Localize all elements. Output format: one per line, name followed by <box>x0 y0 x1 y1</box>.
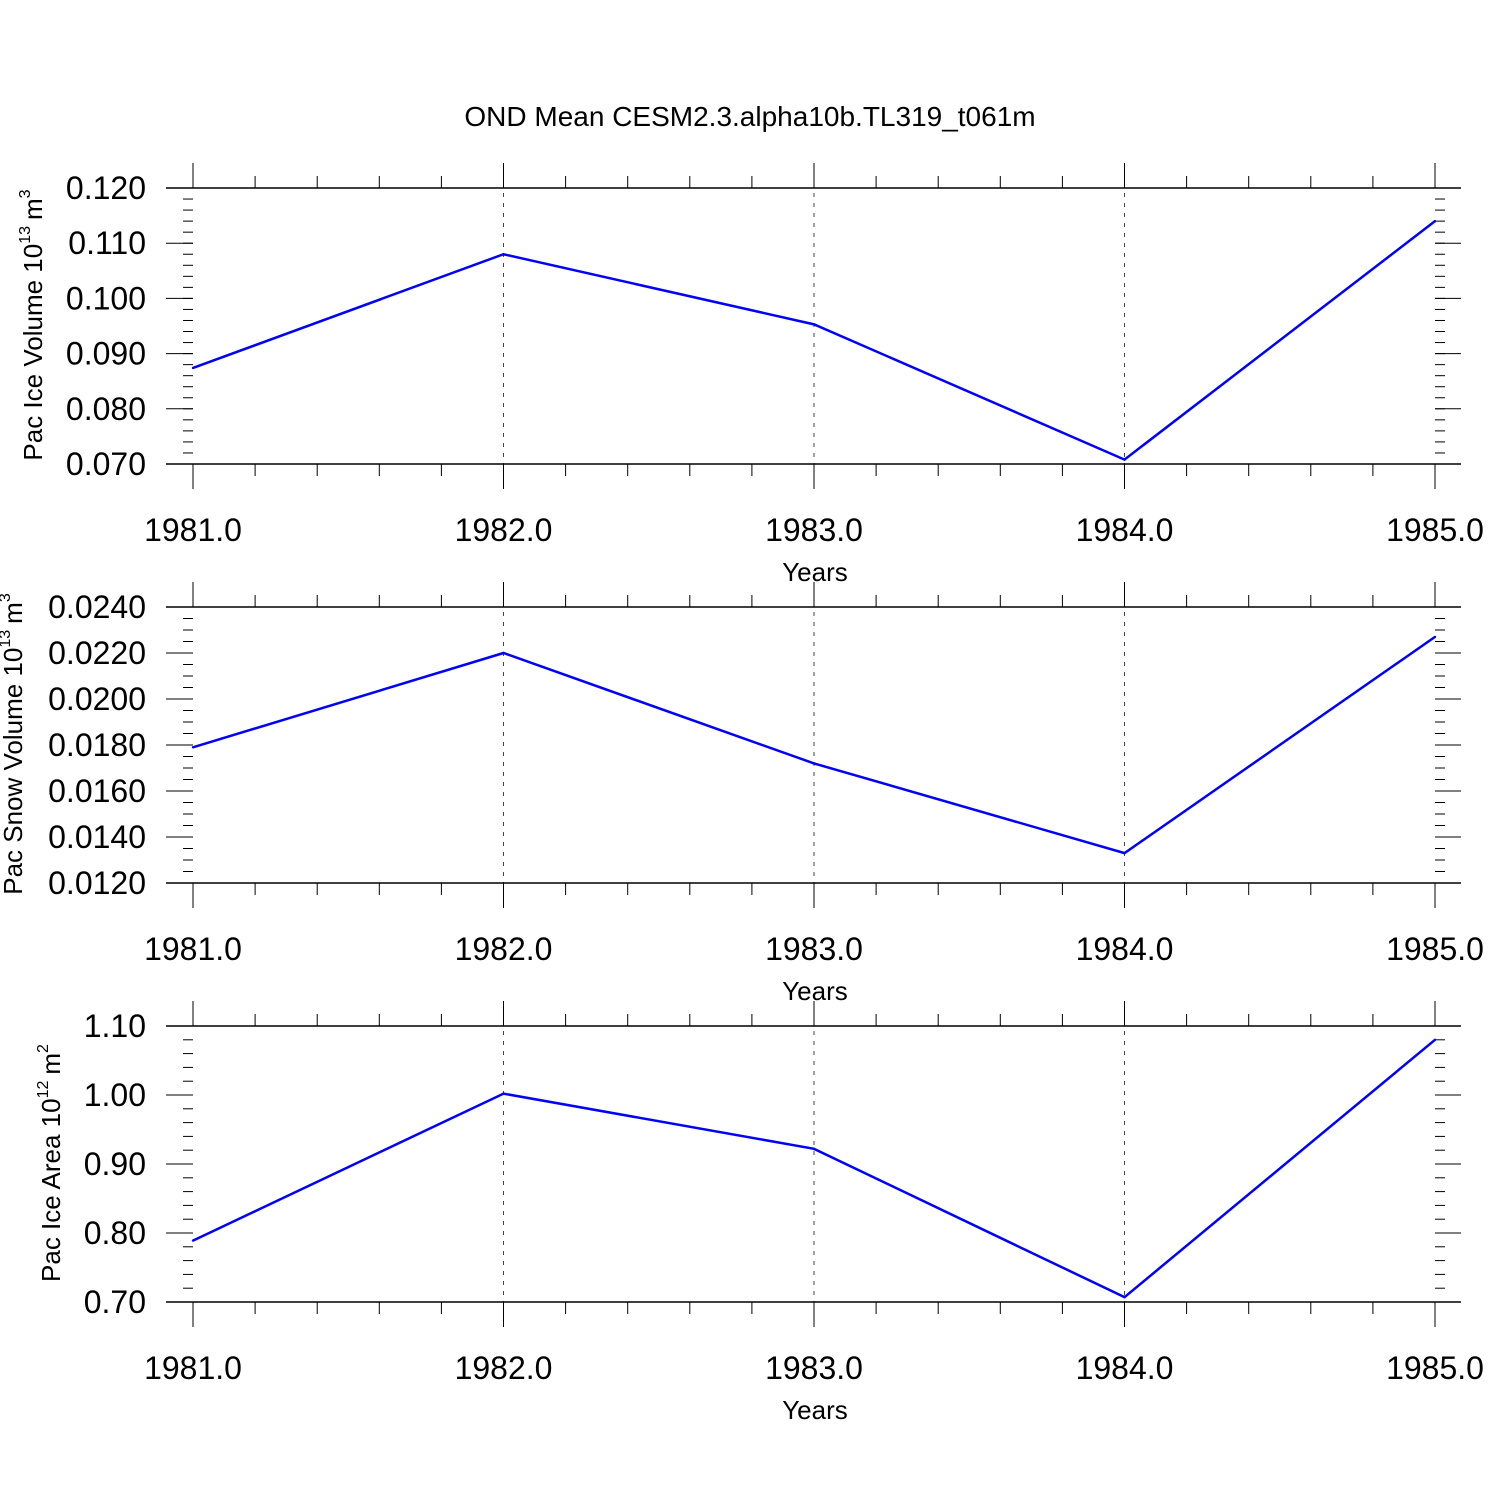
y-tick-label: 0.070 <box>66 446 146 482</box>
x-tick-label: 1982.0 <box>455 1350 553 1386</box>
figure-title: OND Mean CESM2.3.alpha10b.TL319_t061m <box>464 101 1035 132</box>
y-axis-label-exponent: 13 <box>17 226 34 244</box>
x-axis-label: Years <box>782 1395 848 1425</box>
x-axis-label: Years <box>782 976 848 1006</box>
y-tick-label: 1.00 <box>84 1077 146 1113</box>
x-tick-label: 1983.0 <box>765 931 863 967</box>
y-tick-label: 0.80 <box>84 1215 146 1251</box>
data-point <box>191 366 195 370</box>
x-tick-label: 1981.0 <box>144 512 242 548</box>
y-tick-label: 0.100 <box>66 280 146 316</box>
chart-panel-3: 0.70 0.80 0.90 1.00 1.10 1981.0 1982.0 1983.0 19… <box>35 1001 1484 1425</box>
x-tick-label: 1985.0 <box>1386 512 1484 548</box>
x-tick-label: 1981.0 <box>144 1350 242 1386</box>
y-axis-label-unit: m <box>36 1053 66 1075</box>
x-tick-label: 1984.0 <box>1076 931 1174 967</box>
y-tick-label: 0.080 <box>66 391 146 427</box>
y-tick-label: 0.0180 <box>48 727 146 763</box>
chart-panel-2: 0.0120 0.0140 0.0160 0.0180 0.0200 0.0220 0.02… <box>0 582 1484 1006</box>
data-point <box>1123 851 1126 855</box>
x-tick-label: 1981.0 <box>144 931 242 967</box>
data-point <box>1123 458 1126 461</box>
y-axis-label-text: Pac Ice Volume 10 <box>18 244 48 461</box>
y-tick-label: 0.70 <box>84 1284 146 1320</box>
y-axis-label-unit-exponent: 3 <box>0 593 14 602</box>
y-axis-label-unit: m <box>18 198 48 220</box>
x-tick-label: 1984.0 <box>1076 1350 1174 1386</box>
x-tick-label: 1985.0 <box>1386 1350 1484 1386</box>
y-tick-label: 0.0220 <box>48 635 146 671</box>
data-point <box>1123 1295 1126 1299</box>
y-tick-label: 0.0140 <box>48 819 146 855</box>
x-tick-label: 1984.0 <box>1076 512 1174 548</box>
x-axis-label: Years <box>782 557 848 587</box>
y-axis-label-unit-exponent: 3 <box>17 189 34 198</box>
y-axis-label: Pac Ice Area 1012 m2 <box>35 1044 66 1282</box>
x-tick-label: 1982.0 <box>455 512 553 548</box>
chart-panel-1: 0.070 0.080 0.090 0.100 0.110 0.120 1981.0 1982… <box>17 163 1484 587</box>
y-tick-label: 0.0120 <box>48 865 146 901</box>
y-tick-label: 0.90 <box>84 1146 146 1182</box>
data-point <box>191 746 195 749</box>
y-tick-label: 0.090 <box>66 336 146 372</box>
y-axis-label: Pac Ice Volume 1013 m3 <box>17 189 48 460</box>
y-tick-label: 0.120 <box>66 170 146 206</box>
data-point <box>502 651 505 655</box>
x-tick-label: 1982.0 <box>455 931 553 967</box>
y-axis-label-text: Pac Ice Area 10 <box>36 1098 66 1282</box>
y-tick-label: 1.10 <box>84 1008 146 1044</box>
y-tick-label: 0.0240 <box>48 589 146 625</box>
data-point <box>812 1147 816 1151</box>
data-point <box>1433 219 1437 223</box>
data-point <box>1433 1038 1437 1042</box>
y-axis-label-text: Pac Snow Volume 10 <box>0 648 28 895</box>
y-axis-label-exponent: 13 <box>0 630 14 648</box>
data-point <box>191 1239 195 1242</box>
y-tick-label: 0.0160 <box>48 773 146 809</box>
y-axis-label: Pac Snow Volume 1013 m3 <box>0 593 28 895</box>
series-line <box>192 1038 1436 1299</box>
data-point <box>502 1092 505 1095</box>
data-point <box>812 762 816 765</box>
y-tick-label: 0.110 <box>68 225 146 261</box>
x-tick-label: 1983.0 <box>765 512 863 548</box>
y-tick-label: 0.0200 <box>48 681 146 717</box>
data-point <box>502 253 505 256</box>
y-axis-label-unit: m <box>0 602 28 624</box>
y-axis-label-unit-exponent: 2 <box>35 1044 52 1053</box>
data-point <box>1433 635 1437 639</box>
x-tick-label: 1983.0 <box>765 1350 863 1386</box>
x-tick-label: 1985.0 <box>1386 931 1484 967</box>
y-axis-label-exponent: 12 <box>35 1081 52 1099</box>
data-point <box>812 323 816 326</box>
